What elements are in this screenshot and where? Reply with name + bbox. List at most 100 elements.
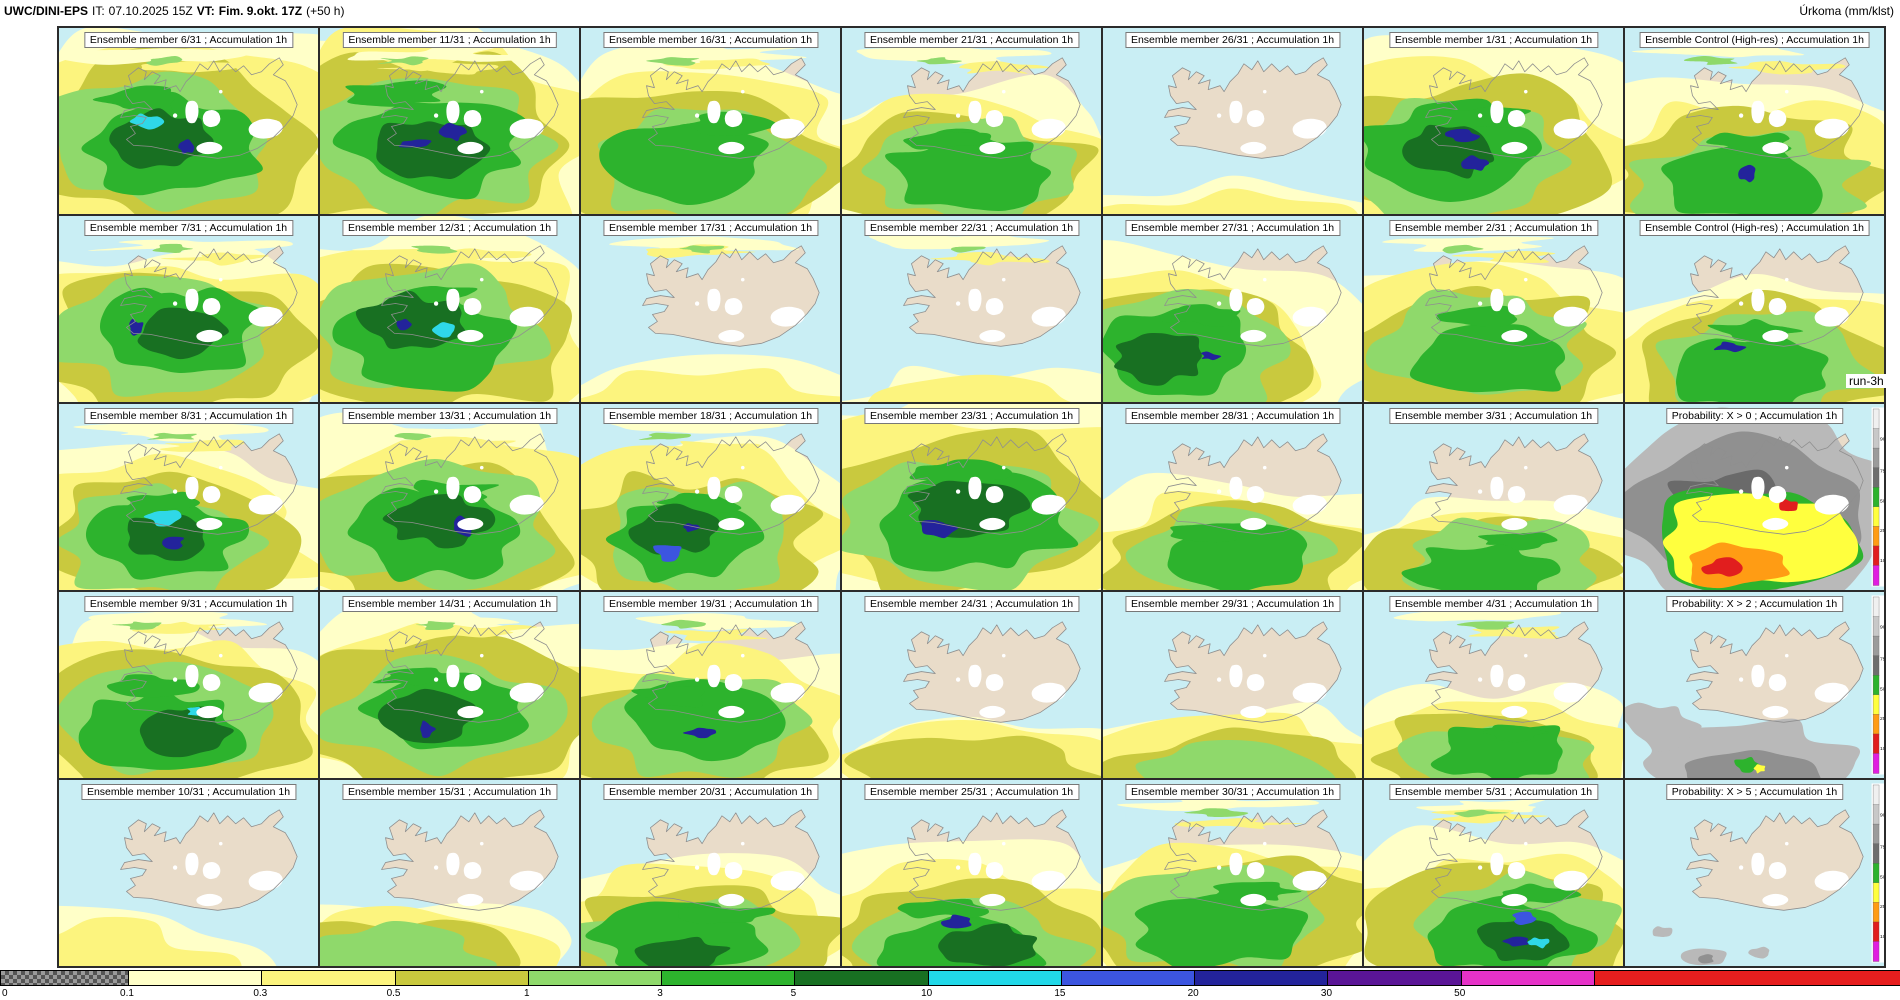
panel-title: Ensemble member 10/31 ; Accumulation 1h (80, 784, 297, 800)
svg-text:25: 25 (1880, 904, 1884, 910)
panel-member-22: Ensemble member 22/31 ; Accumulation 1h (842, 216, 1101, 402)
panel-member-29: Ensemble member 29/31 ; Accumulation 1h (1103, 592, 1362, 778)
colorbar-segment (1327, 971, 1461, 985)
panel-member-26: Ensemble member 26/31 ; Accumulation 1h (1103, 28, 1362, 214)
panel-title: Ensemble member 8/31 ; Accumulation 1h (83, 408, 294, 424)
colorbar-tick-label: 3 (657, 988, 663, 999)
panel-title: Ensemble member 22/31 ; Accumulation 1h (863, 220, 1080, 236)
colorbar-segment (1, 971, 128, 985)
colorbar-tick-label: 10 (921, 988, 933, 999)
panel-member-3: Ensemble member 3/31 ; Accumulation 1h (1364, 404, 1623, 590)
panel-member-25: Ensemble member 25/31 ; Accumulation 1h (842, 780, 1101, 966)
init-time-label: IT: (92, 4, 105, 18)
panel-member-2: Ensemble member 2/31 ; Accumulation 1h (1364, 216, 1623, 402)
header-left: UWC/DINI-EPS IT: 07.10.2025 15Z VT: Fim. 9.o… (4, 4, 348, 24)
panel-member-20: Ensemble member 20/31 ; Accumulation 1h (581, 780, 840, 966)
map-member-18 (581, 404, 840, 590)
svg-text:10: 10 (1880, 746, 1884, 752)
colorbar-tick-label: 15 (1054, 988, 1066, 999)
colorbar-tick-label: 0.5 (386, 988, 401, 999)
colorbar-tick-label: 1 (524, 988, 530, 999)
map-member-24 (842, 592, 1101, 778)
panel-title: Ensemble member 17/31 ; Accumulation 1h (602, 220, 819, 236)
map-member-12 (320, 216, 579, 402)
panel-title: Ensemble member 19/31 ; Accumulation 1h (602, 596, 819, 612)
colorbar-tick-label: 0.3 (253, 988, 268, 999)
map-member-29 (1103, 592, 1362, 778)
panel-member-9: Ensemble member 9/31 ; Accumulation 1h (59, 592, 318, 778)
precip-colorbar (0, 970, 1900, 986)
panel-member-5: Ensemble member 5/31 ; Accumulation 1h (1364, 780, 1623, 966)
map-member-23 (842, 404, 1101, 590)
panel-member-28: Ensemble member 28/31 ; Accumulation 1h (1103, 404, 1362, 590)
panel-title: Ensemble member 26/31 ; Accumulation 1h (1124, 32, 1341, 48)
map-member-6 (59, 28, 318, 214)
map-member-25 (842, 780, 1101, 966)
colorbar-tick-label: 50 (1454, 988, 1466, 999)
panel-title: Ensemble member 25/31 ; Accumulation 1h (863, 784, 1080, 800)
panel-title: Ensemble member 16/31 ; Accumulation 1h (602, 32, 819, 48)
svg-text:75: 75 (1880, 656, 1884, 662)
colorbar-tick-label: 20 (1187, 988, 1199, 999)
svg-text:50: 50 (1880, 498, 1884, 504)
map-prob-gt2: 90 75 50 25 10 (1625, 592, 1884, 778)
panel-title: Ensemble member 23/31 ; Accumulation 1h (863, 408, 1080, 424)
colorbar-segment (1060, 971, 1195, 985)
map-member-30 (1103, 780, 1362, 966)
panel-title: Ensemble member 14/31 ; Accumulation 1h (341, 596, 558, 612)
panel-member-16: Ensemble member 16/31 ; Accumulation 1h (581, 28, 840, 214)
map-member-20 (581, 780, 840, 966)
colorbar-segment (927, 971, 1061, 985)
panel-title: Ensemble member 20/31 ; Accumulation 1h (602, 784, 819, 800)
valid-time-label: VT: (196, 4, 215, 18)
panel-title: Ensemble member 18/31 ; Accumulation 1h (602, 408, 819, 424)
model-name: UWC/DINI-EPS (4, 4, 88, 18)
map-prob-gt5: 90 75 50 25 10 (1625, 780, 1884, 966)
panel-member-4: Ensemble member 4/31 ; Accumulation 1h (1364, 592, 1623, 778)
init-time-value: 07.10.2025 15Z (108, 4, 193, 18)
valid-time-value: Fim. 9.okt. 17Z (218, 4, 303, 18)
map-member-10 (59, 780, 318, 966)
panel-member-27: Ensemble member 27/31 ; Accumulation 1h (1103, 216, 1362, 402)
svg-text:90: 90 (1880, 813, 1884, 819)
panel-title: Ensemble member 2/31 ; Accumulation 1h (1388, 220, 1599, 236)
panel-title: Probability: X > 5 ; Accumulation 1h (1665, 784, 1844, 800)
svg-text:75: 75 (1880, 844, 1884, 850)
map-member-5 (1364, 780, 1623, 966)
svg-text:10: 10 (1880, 934, 1884, 940)
colorbar-segment (527, 971, 662, 985)
panel-member-1: Ensemble member 1/31 ; Accumulation 1h (1364, 28, 1623, 214)
panel-member-8: Ensemble member 8/31 ; Accumulation 1h (59, 404, 318, 590)
svg-text:50: 50 (1880, 686, 1884, 692)
svg-text:25: 25 (1880, 528, 1884, 534)
panel-member-6: Ensemble member 6/31 ; Accumulation 1h (59, 28, 318, 214)
panel-title: Probability: X > 2 ; Accumulation 1h (1665, 596, 1844, 612)
map-member-7 (59, 216, 318, 402)
colorbar-segment (394, 971, 528, 985)
svg-text:25: 25 (1880, 716, 1884, 722)
map-member-8 (59, 404, 318, 590)
colorbar-segment (1194, 971, 1328, 985)
panel-title: Ensemble member 11/31 ; Accumulation 1h (342, 32, 557, 48)
panel-member-11: Ensemble member 11/31 ; Accumulation 1h (320, 28, 579, 214)
colorbar-segment (794, 971, 928, 985)
panel-control-b: Ensemble Control (High-res) ; Accumulati… (1625, 216, 1884, 402)
unit-label: Úrkoma (mm/klst) (1799, 4, 1894, 18)
panel-title: Ensemble member 6/31 ; Accumulation 1h (83, 32, 294, 48)
panel-title: Ensemble member 1/31 ; Accumulation 1h (1388, 32, 1599, 48)
map-member-1 (1364, 28, 1623, 214)
map-member-28 (1103, 404, 1362, 590)
map-member-16 (581, 28, 840, 214)
map-prob-gt0: 90 75 50 25 10 (1625, 404, 1884, 590)
panel-title: Ensemble member 12/31 ; Accumulation 1h (341, 220, 558, 236)
map-member-14 (320, 592, 579, 778)
panel-prob-gt2: 90 75 50 25 10 Probability: X > 2 ; Accumulat… (1625, 592, 1884, 778)
svg-text:75: 75 (1880, 468, 1884, 474)
colorbar-tick-label: 0 (2, 988, 8, 999)
panel-prob-gt0: 90 75 50 25 10 Probability: X > 0 ; Accumulat… (1625, 404, 1884, 590)
map-member-22 (842, 216, 1101, 402)
map-member-27 (1103, 216, 1362, 402)
colorbar-segment (128, 971, 262, 985)
map-member-11 (320, 28, 579, 214)
panel-title: Ensemble member 28/31 ; Accumulation 1h (1124, 408, 1341, 424)
